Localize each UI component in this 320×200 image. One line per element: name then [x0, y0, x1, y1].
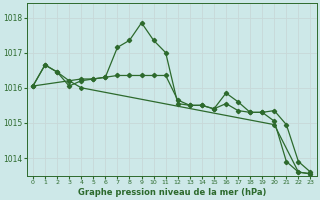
X-axis label: Graphe pression niveau de la mer (hPa): Graphe pression niveau de la mer (hPa) [77, 188, 266, 197]
